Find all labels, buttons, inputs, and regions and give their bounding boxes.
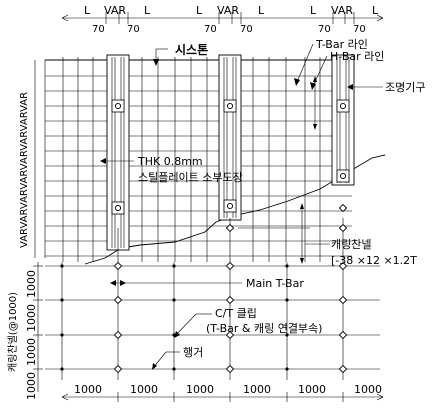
ct-clip-line2: (T-Bar & 캐링 연결부속) (206, 322, 322, 335)
system-title: 시스톤 (175, 43, 208, 57)
ct-clip-label: C/T 클립 (T-Bar & 캐링 연결부속) (174, 307, 322, 338)
grid-section (45, 203, 380, 380)
hbar-line-text: H-Bar 라인 (330, 50, 384, 63)
dim-var: VAR (217, 4, 239, 17)
carrying-line1: 캐링찬넬 (331, 237, 371, 251)
ct-clip-line1: C/T 클립 (215, 307, 257, 320)
system-label: 시스톤 (153, 43, 208, 66)
hanger-text: 행거 (183, 346, 203, 359)
dim-1000: 1000 (243, 383, 271, 396)
carrying-spacing-label: 캐링찬넬(@1000) (7, 292, 19, 372)
dim-l: L (258, 4, 265, 17)
thk-line2: 스틸플레이트 소부도장 (138, 171, 243, 184)
dim-l: L (196, 4, 203, 17)
var-stack-label: VARVARVARVARVARVARVARVAR (19, 92, 30, 248)
dim-70: 70 (204, 24, 217, 35)
carrying-channel-label: 캐링찬넬 [-38 ×12 ×1.2T (300, 203, 417, 267)
dim-1000: 1000 (25, 372, 38, 400)
dim-var: VAR (104, 4, 126, 17)
dim-70: 70 (92, 24, 105, 35)
tbar-line-label: T-Bar 라인 (294, 38, 368, 86)
dim-var: VAR (331, 4, 353, 17)
dim-l: L (84, 4, 91, 17)
dim-l: L (144, 4, 151, 17)
main-tbar-label: Main T-Bar (110, 277, 304, 290)
dim-70: 70 (318, 24, 331, 35)
hanger-label: 행거 (152, 346, 203, 370)
lighting-text: 조명기구 (385, 81, 425, 94)
main-tbar-text: Main T-Bar (246, 277, 304, 290)
dim-1000: 1000 (25, 270, 38, 298)
lighting-label: 조명기구 (347, 81, 425, 94)
top-dimension-line: L VAR L L VAR L L VAR L 70 70 70 70 70 7… (61, 4, 384, 35)
dim-l: L (372, 4, 379, 17)
dim-l: L (310, 4, 317, 17)
tbar-spacing-dim (313, 76, 317, 130)
dim-1000: 1000 (74, 383, 102, 396)
left-vertical-dims: 1000 1000 1000 1000 캐링찬넬(@1000) (7, 262, 43, 400)
dim-1000: 1000 (25, 338, 38, 366)
dim-1000: 1000 (298, 383, 326, 396)
thk-line1: THK 0.8mm (137, 155, 203, 168)
dim-70: 70 (127, 24, 140, 35)
dim-70: 70 (240, 24, 253, 35)
dim-1000: 1000 (354, 383, 382, 396)
bottom-dimension-line: 1000 1000 1000 1000 1000 1000 (61, 383, 384, 402)
baffle-column (218, 54, 242, 221)
dim-1000: 1000 (186, 383, 214, 396)
hbar-line-label: H-Bar 라인 (310, 50, 384, 90)
tbar-line-text: T-Bar 라인 (315, 38, 368, 51)
baffle-column (106, 54, 130, 251)
dim-1000: 1000 (130, 383, 158, 396)
dim-1000: 1000 (25, 304, 38, 332)
dim-70: 70 (353, 24, 366, 35)
carrying-line2: [-38 ×12 ×1.2T (331, 254, 417, 267)
thk-plate-label: THK 0.8mm 스틸플레이트 소부도장 (100, 155, 243, 184)
baffle-column (331, 54, 355, 186)
